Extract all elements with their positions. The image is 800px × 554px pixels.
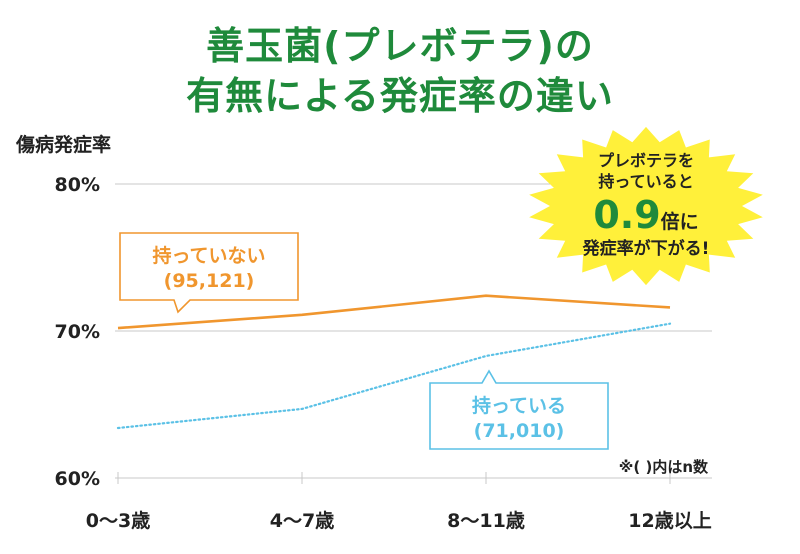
chart-title-line2: 有無による発症率の違い — [186, 74, 614, 118]
y-axis-label: 傷病発症率 — [16, 134, 112, 156]
starburst-badge: プレボテラを 持っていると 0.9倍に 発症率が下がる! — [529, 126, 763, 286]
callout-not-having: 持っていない (95,121) — [119, 232, 299, 314]
badge-line4: 発症率が下がる! — [582, 238, 710, 259]
y-tick-label: 70% — [55, 321, 100, 343]
badge-big-suffix: 倍に — [661, 210, 699, 233]
sample-size-note: ※( )内はn数 — [619, 458, 709, 476]
badge-big-number: 0.9 — [593, 193, 660, 237]
callout-not-having-label: 持っていない — [152, 244, 265, 267]
callout-having-box — [429, 369, 609, 450]
callout-having-label: 持っている — [472, 394, 566, 417]
x-tick-label: 8〜11歳 — [447, 510, 525, 532]
starburst-shape — [529, 126, 763, 286]
x-tick-labels: 0〜3歳 4〜7歳 8〜11歳 12歳以上 — [86, 510, 712, 532]
callout-not-having-n: (95,121) — [164, 270, 255, 292]
x-tick-label: 0〜3歳 — [86, 510, 150, 532]
x-tick-label: 12歳以上 — [628, 510, 711, 532]
y-tick-label: 60% — [55, 468, 100, 490]
y-tick-labels: 60% 70% 80% — [55, 174, 100, 490]
chart-title-line1: 善玉菌(プレボテラ)の — [206, 24, 594, 68]
callout-having: 持っている (71,010) — [429, 369, 609, 450]
grid-lines — [115, 183, 712, 484]
callout-having-n: (71,010) — [474, 420, 565, 442]
y-tick-label: 80% — [55, 174, 100, 196]
series-line-1 — [116, 322, 672, 430]
callout-not-having-box — [119, 232, 299, 314]
badge-line1: プレボテラを — [598, 151, 694, 170]
badge-big-line: 0.9倍に — [593, 193, 698, 237]
badge-line2: 持っていると — [598, 172, 693, 191]
series-layer — [116, 294, 672, 430]
series-line-0 — [117, 294, 671, 330]
x-tick-label: 4〜7歳 — [270, 510, 334, 532]
